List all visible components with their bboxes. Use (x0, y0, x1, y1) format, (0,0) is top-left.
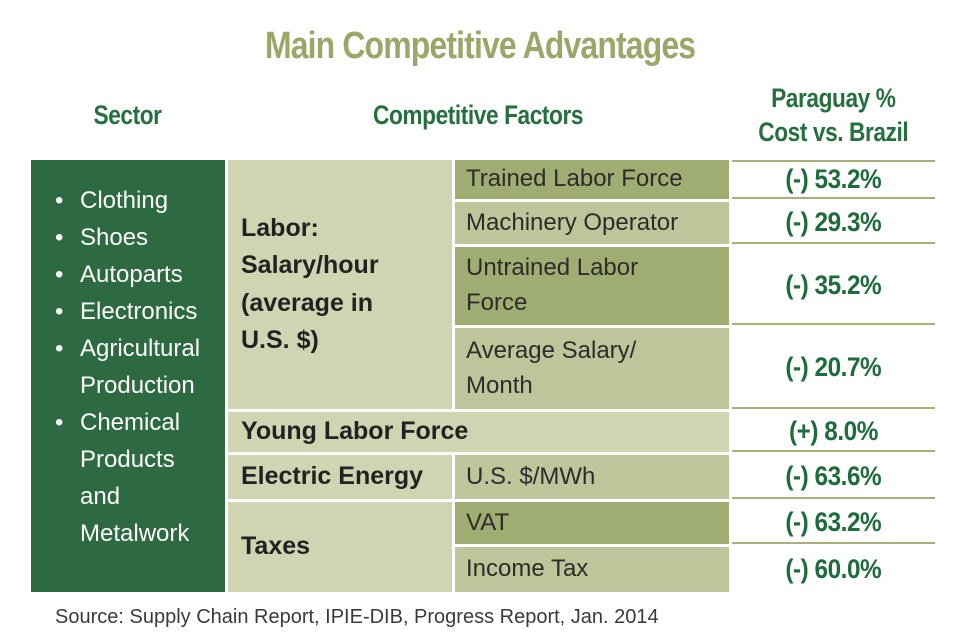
factor-income-tax: Income Tax (455, 547, 729, 592)
page-title: Main Competitive Advantages (0, 22, 960, 70)
factor-young-labor-force: Young Labor Force (228, 412, 729, 452)
sector-list-cell: Clothing Shoes Autoparts Electronics Agr… (31, 160, 225, 592)
column-header-sector: Sector (93, 100, 163, 131)
factor-vat: VAT (455, 502, 729, 544)
column-header-paraguay-pct: Paraguay % Cost vs. Brazil (758, 83, 909, 147)
factor-usd-per-mwh: U.S. $/MWh (455, 455, 729, 499)
table-header-row: Sector Competitive Factors Paraguay % Co… (31, 80, 935, 152)
value-untrained-labor-force: (-) 35.2% (732, 247, 935, 325)
sector-item-chemical-products-metalwork: Chemical Products and Metalwork (31, 404, 225, 552)
value-young-labor-force: (+) 8.0% (732, 412, 935, 452)
value-average-salary-month: (-) 20.7% (732, 328, 935, 409)
value-vat: (-) 63.2% (732, 502, 935, 544)
factor-group-labor: Labor: Salary/hour (average in U.S. $) (228, 160, 452, 409)
factor-group-electric-energy: Electric Energy (228, 455, 452, 499)
factor-machinery-operator: Machinery Operator (455, 202, 729, 244)
sector-item-autoparts: Autoparts (31, 256, 225, 293)
factor-trained-labor-force: Trained Labor Force (455, 160, 729, 199)
source-note: Source: Supply Chain Report, IPIE-DIB, P… (55, 606, 659, 628)
sector-list: Clothing Shoes Autoparts Electronics Agr… (31, 182, 225, 552)
sector-item-agricultural-production: Agricultural Production (31, 330, 225, 404)
factor-group-taxes: Taxes (228, 502, 452, 592)
value-machinery-operator: (-) 29.3% (732, 202, 935, 244)
sector-item-clothing: Clothing (31, 182, 225, 219)
sector-item-electronics: Electronics (31, 293, 225, 330)
column-header-competitive-factors: Competitive Factors (373, 100, 584, 131)
page-title-text: Main Competitive Advantages (264, 25, 696, 67)
sector-item-shoes: Shoes (31, 219, 225, 256)
value-trained-labor-force: (-) 53.2% (732, 160, 935, 199)
value-income-tax: (-) 60.0% (785, 554, 882, 584)
factor-average-salary-month: Average Salary/ Month (455, 328, 729, 409)
value-electric-energy: (-) 63.6% (732, 455, 935, 499)
factor-untrained-labor-force: Untrained Labor Force (455, 247, 729, 325)
advantages-table: Clothing Shoes Autoparts Electronics Agr… (31, 160, 935, 592)
